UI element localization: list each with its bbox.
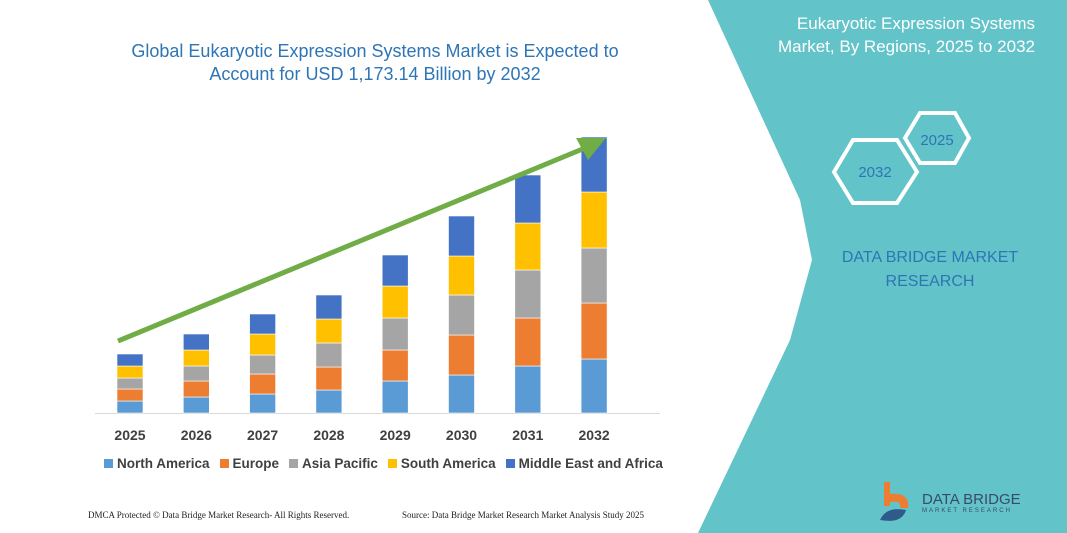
bar-2027-north-america: [249, 393, 276, 414]
hexagon-2025: [902, 111, 972, 165]
legend-swatch: [289, 459, 299, 468]
x-tick-label: 2031: [512, 427, 543, 443]
bar-2027-south-america: [249, 333, 276, 356]
legend-swatch: [219, 459, 229, 468]
bar-2030-asia-pacific: [448, 294, 475, 336]
legend-label: Asia Pacific: [302, 456, 378, 471]
x-tick-label: 2028: [313, 427, 344, 443]
legend-label: Middle East and Africa: [518, 456, 663, 471]
bar-2029-europe: [381, 349, 409, 382]
bar-2031-asia-pacific: [514, 269, 542, 319]
x-tick-label: 2032: [579, 427, 610, 443]
bar-2027-europe: [249, 373, 276, 395]
legend-label: Europe: [232, 456, 280, 471]
bar-2025-asia-pacific: [116, 377, 144, 390]
bar-2027-middle-east-and-africa: [249, 313, 276, 335]
logo-icon: [880, 482, 909, 521]
x-tick-label: 2025: [114, 427, 145, 443]
bar-2032-south-america: [580, 191, 608, 249]
bar-2026-south-america: [183, 349, 210, 367]
legend-label: South America: [400, 456, 496, 471]
panel-title: Eukaryotic Expression Systems Market, By…: [777, 14, 1035, 56]
x-tick-label: 2026: [181, 427, 212, 443]
copyright: DMCA Protected © Data Bridge Market Rese…: [88, 510, 350, 520]
trend-arrow: [117, 138, 606, 344]
legend-item: South America: [387, 456, 496, 471]
bar-2028-north-america: [315, 389, 343, 414]
legend-item: Europe: [219, 456, 280, 471]
bar-2028-middle-east-and-africa: [315, 294, 343, 320]
bar-2031-south-america: [514, 222, 542, 271]
hex-label-2025: 2025: [920, 131, 954, 149]
x-tick-label: 2027: [247, 427, 278, 443]
legend-swatch: [505, 459, 515, 468]
bar-2031-europe: [514, 317, 542, 367]
bar-2032-europe: [580, 302, 608, 360]
logo-name: DATA BRIDGE: [922, 490, 1021, 508]
legend-label: North America: [117, 456, 210, 471]
bar-2029-asia-pacific: [381, 317, 409, 351]
bar-2032-north-america: [580, 358, 608, 414]
bar-2030-middle-east-and-africa: [448, 215, 475, 257]
legend-item: North America: [104, 456, 210, 471]
logo-sub: MARKET RESEARCH: [922, 507, 1012, 514]
source: Source: Data Bridge Market Research Mark…: [402, 510, 644, 520]
hex-label-2032: 2032: [858, 163, 892, 181]
bar-2029-middle-east-and-africa: [381, 254, 409, 287]
bar-2026-north-america: [183, 396, 210, 414]
legend-swatch: [104, 459, 113, 468]
bar-2028-south-america: [315, 318, 343, 344]
bar-2029-south-america: [381, 285, 409, 319]
legend-item: Asia Pacific: [289, 456, 378, 471]
x-tick-label: 2029: [380, 427, 411, 443]
bar-2030-europe: [448, 334, 475, 376]
bar-2026-asia-pacific: [183, 365, 210, 382]
x-tick-label: 2030: [446, 427, 477, 443]
bar-2030-south-america: [448, 255, 475, 296]
brand-text: DATA BRIDGE MARKET RESEARCH: [841, 249, 1019, 290]
legend: North America Europe Asia Pacific South Ame…: [104, 456, 663, 471]
legend-swatch: [387, 459, 397, 468]
bar-2031-middle-east-and-africa: [514, 174, 542, 224]
bar-2025-north-america: [116, 400, 144, 414]
bar-2028-asia-pacific: [315, 342, 343, 368]
logo: DATA BRIDGE MARKET RESEARCH: [876, 480, 1021, 524]
bar-2030-north-america: [448, 374, 475, 414]
bar-2025-europe: [116, 388, 144, 402]
bar-2025-middle-east-and-africa: [116, 353, 144, 367]
bar-2027-asia-pacific: [249, 354, 276, 375]
legend-item: Middle East and Africa: [505, 456, 663, 471]
bar-2026-middle-east-and-africa: [183, 333, 210, 351]
bar-2028-europe: [315, 366, 343, 391]
bar-2029-north-america: [381, 380, 409, 414]
bar-2025-south-america: [116, 365, 144, 379]
bar-2031-north-america: [514, 365, 542, 414]
chart-title: Global Eukaryotic Expression Systems Mar…: [131, 41, 619, 84]
hexagon-2032: [831, 138, 920, 205]
bar-2026-europe: [183, 380, 210, 398]
bar-2032-asia-pacific: [580, 247, 608, 304]
